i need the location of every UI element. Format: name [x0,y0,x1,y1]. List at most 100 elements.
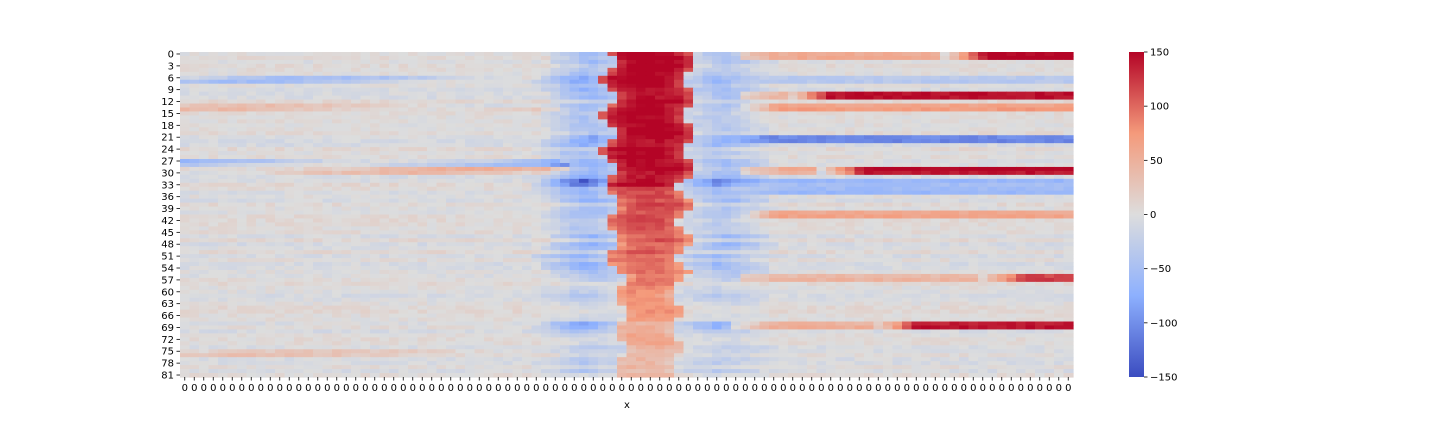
heatmap-cell [674,127,685,132]
heatmap-cell [959,99,970,105]
heatmap-cell [427,71,438,77]
heatmap-cell [474,135,485,140]
heatmap-cell [398,67,409,73]
heatmap-cell [313,135,324,140]
heatmap-cell [417,190,428,196]
heatmap-cell [987,55,998,61]
heatmap-cell [218,147,229,152]
heatmap-cell [902,174,913,180]
heatmap-cell [645,226,656,231]
heatmap-cell [655,147,666,152]
heatmap-cell [721,202,732,208]
heatmap-cell [398,230,409,235]
heatmap-cell [968,99,979,105]
heatmap-cell [398,166,409,172]
heatmap-cell [503,226,514,231]
heatmap-cell [721,186,732,192]
heatmap-cell [199,59,210,65]
heatmap-cell [446,135,457,140]
heatmap-cell [560,67,571,73]
heatmap-cell [322,246,333,251]
heatmap-cell [455,127,466,132]
heatmap-cell [256,135,267,140]
heatmap-cell [930,230,941,235]
heatmap-cell [341,162,352,168]
heatmap-cell [313,170,324,176]
heatmap-cell [873,103,884,109]
heatmap-cell [389,242,400,247]
heatmap-cell [503,143,514,148]
heatmap-cell [1035,250,1046,255]
heatmap-cell [199,83,210,89]
heatmap-cell [474,79,485,85]
heatmap-cell [237,135,248,140]
heatmap-cell [550,63,561,69]
heatmap-cell [379,170,390,176]
heatmap-cell [1025,170,1036,176]
heatmap-cell [1035,198,1046,204]
heatmap-cell [997,52,1008,57]
heatmap-cell [446,214,457,220]
heatmap-cell [360,103,371,109]
heatmap-cell [484,182,495,188]
heatmap-cell [389,214,400,220]
heatmap-cell [940,155,951,160]
heatmap-cell [408,63,419,69]
heatmap-cell [626,182,637,188]
heatmap-cell [493,83,504,89]
heatmap-cell [227,59,238,65]
heatmap-cell [560,103,571,109]
heatmap-cell [835,159,846,164]
heatmap-cell [1035,226,1046,231]
heatmap-cell [275,79,286,85]
heatmap-cell [826,250,837,255]
heatmap-cell [645,87,656,93]
heatmap-cell [484,111,495,117]
heatmap-cell [864,95,875,101]
heatmap-cell [959,182,970,188]
heatmap-cell [218,71,229,77]
heatmap-cell [674,226,685,231]
heatmap-cell [294,258,305,263]
heatmap-cell [417,99,428,105]
heatmap-cell [389,159,400,164]
heatmap-cell [227,162,238,168]
heatmap-cell [208,202,219,208]
heatmap-cell [256,95,267,101]
heatmap-cell [721,135,732,140]
heatmap-cell [408,166,419,172]
heatmap-cell [379,242,390,247]
heatmap-cell [712,55,723,61]
heatmap-cell [227,139,238,144]
heatmap-cell [208,226,219,231]
heatmap-cell [940,91,951,97]
heatmap-cell [275,131,286,136]
heatmap-cell [750,218,761,224]
heatmap-cell [816,246,827,251]
heatmap-cell [1054,166,1065,172]
heatmap-cell [987,234,998,239]
heatmap-cell [854,210,865,216]
heatmap-cell [484,238,495,243]
heatmap-cell [1016,214,1027,220]
heatmap-cell [256,155,267,160]
heatmap-cell [531,210,542,216]
heatmap-cell [341,234,352,239]
heatmap-cell [864,107,875,113]
heatmap-cell [921,190,932,196]
heatmap-cell [541,166,552,172]
heatmap-cell [693,190,704,196]
heatmap-cell [759,79,770,85]
heatmap-cell [959,143,970,148]
heatmap-cell [1016,75,1027,81]
heatmap-cell [683,119,694,124]
heatmap-cell [930,87,941,93]
heatmap-cell [731,59,742,65]
heatmap-cell [902,95,913,101]
heatmap-cell [788,91,799,97]
heatmap-cell [740,182,751,188]
heatmap-cell [303,214,314,220]
heatmap-cell [541,254,552,259]
heatmap-cell [579,87,590,93]
heatmap-cell [759,178,770,184]
